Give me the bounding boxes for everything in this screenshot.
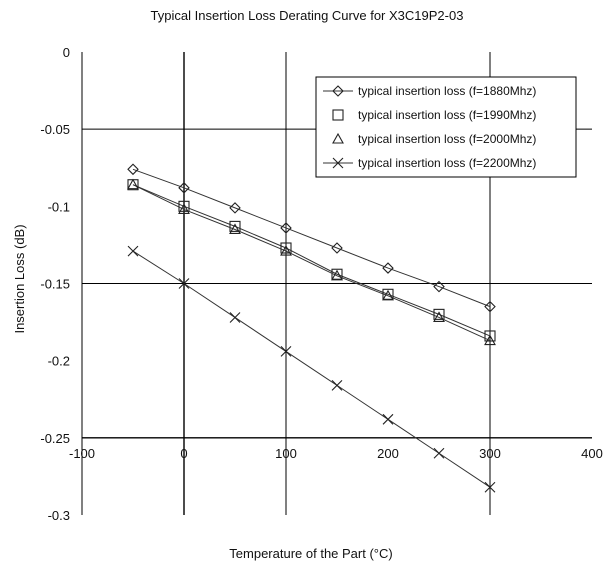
series-2	[127, 179, 496, 342]
data-point-1-5	[331, 242, 343, 254]
x-tick-label: 100	[275, 446, 297, 461]
legend-label: typical insertion loss (f=2200Mhz)	[358, 156, 536, 170]
data-point-2-4	[280, 242, 292, 254]
series-line-1	[132, 168, 491, 308]
chart-title: Typical Insertion Loss Derating Curve fo…	[151, 8, 464, 23]
series-4	[127, 245, 496, 493]
y-tick-label: -0.05	[40, 122, 70, 137]
legend-box	[315, 76, 577, 178]
data-point-4-5	[331, 379, 343, 391]
data-point-4-4	[280, 346, 292, 357]
series-line-2	[132, 184, 491, 337]
legend-label: typical insertion loss (f=1880Mhz)	[358, 84, 536, 98]
series-1	[127, 163, 496, 313]
data-point-3-7	[433, 311, 445, 323]
data-point-2-2	[178, 200, 190, 212]
data-point-3-3	[229, 223, 241, 235]
data-point-1-3	[229, 202, 241, 214]
data-point-1-8	[484, 300, 496, 313]
data-point-4-6	[382, 413, 394, 425]
y-axis-label: Insertion Loss (dB)	[12, 224, 27, 333]
y-tick-label: -0.1	[48, 199, 70, 214]
data-point-1-1	[127, 163, 139, 176]
legend: typical insertion loss (f=1880Mhz) typica…	[315, 76, 577, 178]
series-layer	[127, 163, 496, 493]
y-tick-label: -0.3	[48, 508, 70, 523]
data-point-3-4	[280, 244, 292, 256]
legend-marker	[332, 132, 344, 144]
legend-label: typical insertion loss (f=2000Mhz)	[358, 132, 536, 146]
y-tick-label: 0	[63, 45, 70, 60]
data-point-1-6	[382, 262, 394, 274]
x-tick-label: 300	[479, 446, 501, 461]
legend-marker	[332, 157, 344, 169]
data-point-3-8	[484, 334, 496, 346]
series-line-3	[132, 184, 491, 342]
legend-entry-1: typical insertion loss (f=1880Mhz)	[323, 84, 536, 98]
data-point-4-7	[433, 447, 445, 459]
data-point-1-4	[280, 222, 292, 234]
series-line-4	[132, 250, 491, 488]
x-tick-label: 400	[581, 446, 603, 461]
data-point-3-1	[127, 178, 139, 190]
data-point-4-2	[178, 278, 190, 289]
data-point-3-5	[331, 269, 343, 281]
legend-entry-4: typical insertion loss (f=2200Mhz)	[323, 156, 536, 170]
data-point-3-2	[178, 203, 190, 214]
data-point-3-6	[382, 289, 394, 301]
y-tick-label: -0.2	[48, 354, 70, 369]
data-point-2-8	[484, 330, 496, 342]
legend-entry-2: typical insertion loss (f=1990Mhz)	[332, 108, 536, 122]
tick-labels: -100 0 100 200 300 400 0 -0.05 -0.1 -0.15 -0.2 -0.2…	[40, 45, 602, 523]
series-3	[127, 178, 496, 346]
x-tick-label: 200	[377, 446, 399, 461]
data-point-4-8	[484, 481, 496, 493]
data-point-2-7	[433, 308, 445, 320]
x-tick-label: -100	[69, 446, 95, 461]
data-point-4-3	[229, 312, 241, 323]
legend-marker	[332, 85, 344, 97]
data-point-4-1	[127, 245, 139, 257]
legend-label: typical insertion loss (f=1990Mhz)	[358, 108, 536, 122]
y-tick-label: -0.25	[40, 431, 70, 446]
legend-entry-3: typical insertion loss (f=2000Mhz)	[332, 132, 536, 146]
x-tick-label: 0	[180, 446, 187, 461]
data-point-1-2	[178, 182, 190, 194]
x-axis-label: Temperature of the Part (°C)	[229, 546, 392, 561]
data-point-2-3	[229, 220, 241, 232]
legend-marker	[332, 109, 344, 121]
data-point-1-7	[433, 280, 445, 293]
y-tick-label: -0.15	[40, 277, 70, 292]
